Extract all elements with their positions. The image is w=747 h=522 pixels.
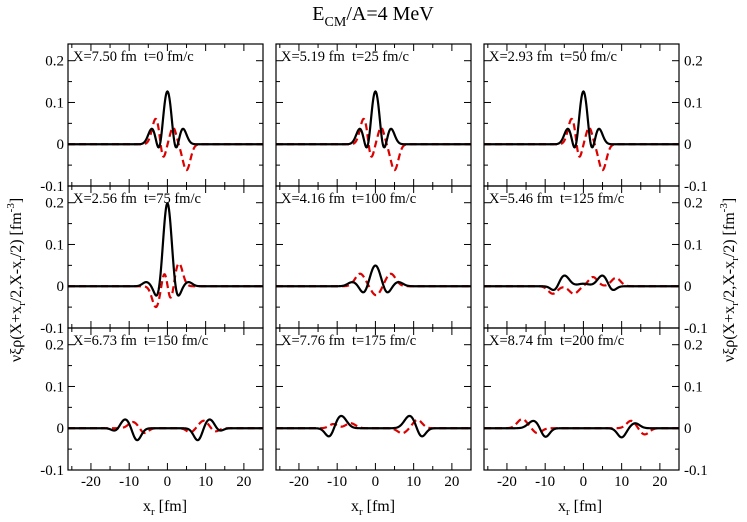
panel-8: -20 -10 0 10 20 X=7.76 fm t=175 fm/c — [275, 327, 472, 490]
panel-7: -0.1 0 0.1 0.2 -20 -10 0 10 20 X=6.73 fm t=150 fm… — [40, 327, 264, 490]
panel-annotation: X=6.73 fm t=150 fm/c — [73, 333, 208, 349]
y-tick-label-right: 0.1 — [684, 237, 703, 253]
solid-series-line — [276, 264, 471, 294]
y-tick-label-right: 0.1 — [684, 95, 703, 111]
solid-series-line — [68, 418, 263, 442]
panel-frame — [483, 327, 680, 471]
x-tick-label: 0 — [372, 474, 380, 490]
figure-title: ECM/A=4 MeV — [312, 3, 434, 30]
y-tick-label-right: -0.1 — [684, 321, 708, 337]
y-tick-label: 0.1 — [45, 95, 64, 111]
x-axis-label-1: xr [fm] — [143, 498, 187, 518]
y-tick-label-right: 0.1 — [684, 379, 703, 395]
x-axis-label-3: xr [fm] — [558, 498, 602, 518]
panel-6: -0.1 0 0.1 0.2 X=5.46 fm t=125 fm/c — [483, 185, 708, 337]
panel-annotation: X=2.56 fm t=75 fm/c — [73, 191, 201, 207]
dashed-series-line — [484, 417, 679, 436]
plot-area — [276, 414, 471, 438]
x-axis-label-2: xr [fm] — [351, 498, 395, 518]
x-tick-label: -10 — [535, 474, 555, 490]
panel-annotation: X=7.76 fm t=175 fm/c — [281, 333, 416, 349]
x-tick-label: -10 — [327, 474, 347, 490]
x-tick-label: 10 — [198, 474, 213, 490]
solid-series-line — [484, 90, 679, 149]
y-tick-label: 0.1 — [45, 379, 64, 395]
plot-area — [276, 90, 471, 172]
y-tick-label: 0.1 — [45, 237, 64, 253]
y-tick-label: 0.2 — [45, 54, 64, 70]
solid-series-line — [484, 419, 679, 439]
plot-area — [484, 274, 679, 295]
solid-series-line — [68, 90, 263, 149]
panel-frame — [275, 185, 472, 329]
panel-annotation: X=8.74 fm t=200 fm/c — [489, 333, 624, 349]
y-tick-label: 0.2 — [45, 196, 64, 212]
solid-series-line — [276, 414, 471, 438]
panel-frame — [483, 43, 680, 187]
x-tick-label: -20 — [81, 474, 101, 490]
plot-area — [484, 90, 679, 172]
x-tick-label: 0 — [164, 474, 172, 490]
panel-5: X=4.16 fm t=100 fm/c — [275, 185, 472, 329]
panel-2: X=5.19 fm t=25 fm/c — [275, 43, 472, 187]
panel-9: -0.1 0 0.1 0.2 -20 -10 0 10 20 X=8.74 fm t=200 fm… — [483, 327, 708, 490]
y-tick-label: -0.1 — [40, 179, 64, 195]
x-tick-label: -20 — [497, 474, 517, 490]
plot-area — [276, 264, 471, 297]
x-tick-label: 10 — [406, 474, 421, 490]
plot-area — [68, 90, 263, 172]
panel-frame — [275, 327, 472, 471]
panel-annotation: X=7.50 fm t=0 fm/c — [73, 49, 194, 65]
y-tick-label-right: -0.1 — [684, 463, 708, 479]
panel-frame — [275, 43, 472, 187]
y-tick-label: 0 — [57, 421, 65, 437]
panel-frame — [67, 43, 264, 187]
y-tick-label: -0.1 — [40, 463, 64, 479]
x-tick-label: 0 — [580, 474, 588, 490]
y-tick-label-right: 0.2 — [684, 196, 703, 212]
x-tick-label: 20 — [444, 474, 459, 490]
plot-area — [68, 418, 263, 442]
x-tick-label: -10 — [119, 474, 139, 490]
dashed-series-line — [68, 419, 263, 435]
panel-annotation: X=2.93 fm t=50 fm/c — [489, 49, 617, 65]
y-tick-label-right: -0.1 — [684, 179, 708, 195]
x-tick-label: 20 — [236, 474, 251, 490]
panel-annotation: X=5.46 fm t=125 fm/c — [489, 191, 624, 207]
x-tick-label: 20 — [652, 474, 667, 490]
y-tick-label: -0.1 — [40, 321, 64, 337]
x-tick-label: -20 — [289, 474, 309, 490]
solid-series-line — [276, 90, 471, 149]
panel-annotation: X=4.16 fm t=100 fm/c — [281, 191, 416, 207]
plot-area — [484, 417, 679, 439]
panel-1: -0.1 0 0.1 0.2 X=7.50 fm t=0 fm/c — [40, 43, 264, 195]
y-tick-label-right: 0 — [684, 279, 692, 295]
dashed-series-line — [276, 272, 471, 297]
panel-3: -0.1 0 0.1 0.2 X=2.93 fm t=50 fm/c — [483, 43, 708, 195]
dashed-series-line — [68, 262, 263, 309]
dashed-series-line — [276, 418, 471, 435]
y-tick-label: 0 — [57, 279, 65, 295]
panel-frame — [67, 327, 264, 471]
solid-series-line — [484, 274, 679, 292]
y-tick-label-right: 0.2 — [684, 54, 703, 70]
y-tick-label-right: 0 — [684, 137, 692, 153]
x-tick-label: 10 — [614, 474, 629, 490]
panel-4: -0.1 0 0.1 0.2 X=2.56 fm t=75 fm/c — [40, 185, 264, 337]
y-tick-label: 0.2 — [45, 338, 64, 354]
panel-frame — [483, 185, 680, 329]
panels-grid: -0.1 0 0.1 0.2 X=7.50 fm t=0 fm/c X=5.19 fm t… — [40, 43, 708, 490]
y-tick-label-right: 0.2 — [684, 338, 703, 354]
solid-series-line — [68, 202, 263, 297]
plot-area — [68, 202, 263, 309]
y-axis-label-right: νξρ(X+xr/2,X-xr/2) [fm-3] — [718, 198, 741, 362]
y-axis-label-left: νξρ(X+xr/2,X-xr/2) [fm-3] — [5, 198, 28, 362]
panel-annotation: X=5.19 fm t=25 fm/c — [281, 49, 409, 65]
y-tick-label-right: 0 — [684, 421, 692, 437]
y-tick-label: 0 — [57, 137, 65, 153]
